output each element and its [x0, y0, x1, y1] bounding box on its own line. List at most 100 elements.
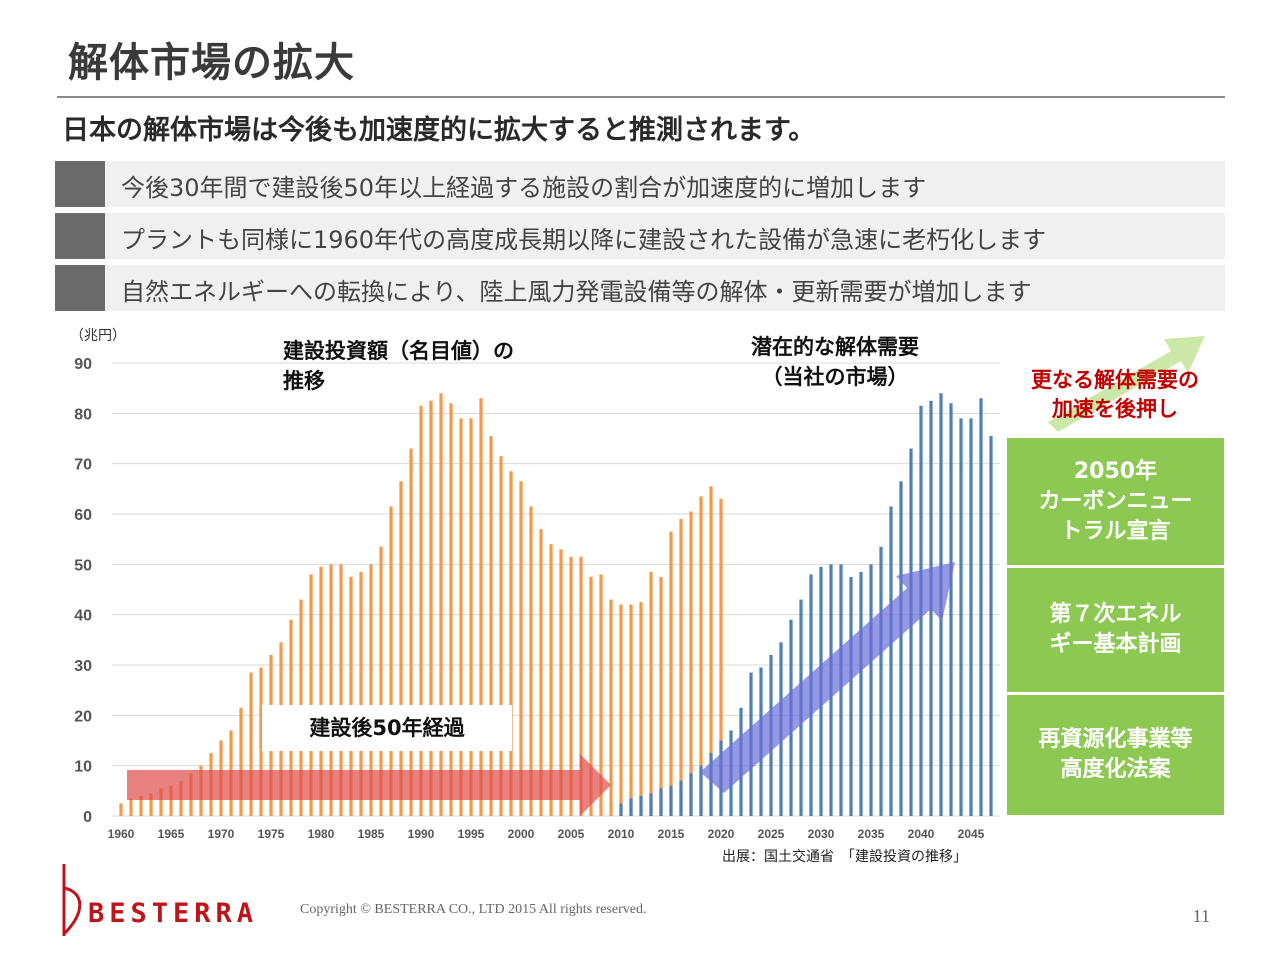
- red-elapsed-arrow: [127, 754, 611, 816]
- investment-bar: [509, 471, 513, 816]
- latent-demand-bar: [709, 753, 713, 816]
- latent-demand-bar: [659, 788, 663, 816]
- investment-bar: [359, 571, 363, 816]
- latent-demand-bar: [629, 798, 633, 816]
- x-tick-label: 1965: [158, 827, 185, 841]
- investment-bar: [449, 403, 453, 816]
- y-tick-label: 50: [74, 557, 92, 574]
- investment-bar: [589, 576, 593, 816]
- y-tick-label: 10: [74, 759, 92, 776]
- x-tick-label: 2030: [808, 827, 835, 841]
- y-tick-label: 70: [74, 457, 92, 474]
- chart-arrows: [127, 336, 1205, 816]
- accel-line2: 加速を後押し: [1052, 397, 1178, 421]
- investment-bar: [309, 574, 313, 816]
- investment-bar: [129, 798, 133, 816]
- bullet-marker: [55, 161, 105, 207]
- bullet-text-3: 自然エネルギーへの転換により、陸上風力発電設備等の解体・更新需要が増加します: [121, 278, 1032, 306]
- latent-demand-bar: [849, 576, 853, 816]
- policy-box-energy-plan: 第７次エネル ギー基本計画: [1007, 568, 1224, 692]
- investment-bar: [349, 576, 353, 816]
- investment-bar: [149, 793, 153, 816]
- x-tick-label: 2005: [558, 827, 585, 841]
- x-tick-label: 2035: [858, 827, 885, 841]
- bullet-row-3: 自然エネルギーへの転換により、陸上風力発電設備等の解体・更新需要が増加します: [55, 265, 1225, 311]
- investment-bar: [439, 393, 443, 816]
- latent-label-line1: 潜在的な解体需要: [751, 335, 919, 359]
- investment-bar: [139, 795, 143, 816]
- investment-bar: [659, 576, 663, 816]
- bullet-text-1: 今後30年間で建設後50年以上経過する施設の割合が加速度的に増加します: [121, 174, 927, 202]
- investment-bar: [629, 604, 633, 816]
- latent-demand-bar: [909, 448, 913, 816]
- latent-demand-bar: [959, 418, 963, 816]
- latent-demand-bar: [859, 571, 863, 816]
- investment-bar: [569, 556, 573, 816]
- latent-demand-bar: [649, 793, 653, 816]
- y-tick-label: 40: [74, 608, 92, 625]
- x-tick-label: 1960: [108, 827, 135, 841]
- x-tick-label: 1995: [458, 827, 485, 841]
- x-tick-label: 2020: [708, 827, 735, 841]
- latent-demand-bar: [689, 773, 693, 816]
- x-tick-label: 1980: [308, 827, 335, 841]
- policy-text-1: 2050年 カーボンニュー トラル宣言: [1038, 458, 1193, 544]
- investment-bar: [459, 418, 463, 816]
- policy-box-carbon-neutral: 2050年 カーボンニュー トラル宣言: [1007, 438, 1224, 565]
- x-tick-label: 1975: [258, 827, 285, 841]
- investment-bar: [579, 556, 583, 816]
- latent-demand-label: 潜在的な解体需要 （当社の市場）: [720, 332, 950, 392]
- bullet-marker: [55, 265, 105, 311]
- investment-bar: [609, 599, 613, 816]
- latent-demand-bar: [669, 785, 673, 816]
- investment-bar: [489, 435, 493, 816]
- bullet-row-2: プラントも同様に1960年代の高度成長期以降に建設された設備が急速に老朽化します: [55, 213, 1225, 259]
- chart-bars: [119, 393, 993, 816]
- x-tick-label: 2045: [958, 827, 985, 841]
- latent-demand-bar: [619, 803, 623, 816]
- investment-bar: [319, 566, 323, 816]
- latent-demand-bar: [969, 418, 973, 816]
- y-tick-label: 30: [74, 658, 92, 675]
- latent-demand-bar: [979, 398, 983, 816]
- latent-demand-bar: [699, 765, 703, 816]
- investment-bar: [669, 531, 673, 816]
- x-tick-label: 2010: [608, 827, 635, 841]
- investment-bar: [679, 519, 683, 816]
- investment-bar: [379, 546, 383, 816]
- x-tick-label: 2000: [508, 827, 535, 841]
- investment-bar: [239, 707, 243, 816]
- investment-label-line2: 推移: [283, 369, 325, 393]
- green-accel-arrow: [1048, 336, 1205, 432]
- y-tick-label: 80: [74, 406, 92, 423]
- latent-demand-bar: [889, 506, 893, 816]
- investment-bar: [159, 788, 163, 816]
- investment-bar: [429, 400, 433, 816]
- besterra-logo: BESTERRA: [88, 898, 259, 929]
- elapsed-50-years-label: 建設後50年経過: [309, 716, 465, 740]
- y-tick-label: 20: [74, 708, 92, 725]
- latent-demand-bar: [679, 780, 683, 816]
- investment-bar: [539, 529, 543, 816]
- investment-bar: [169, 785, 173, 816]
- investment-bar: [399, 481, 403, 816]
- x-tick-label: 2015: [658, 827, 685, 841]
- latent-demand-bar: [839, 564, 843, 816]
- bullet-row-1: 今後30年間で建設後50年以上経過する施設の割合が加速度的に増加します: [55, 161, 1225, 207]
- investment-bar: [699, 496, 703, 816]
- investment-bar: [599, 574, 603, 816]
- chart-gridlines: [112, 362, 1000, 817]
- latent-demand-bar: [949, 403, 953, 816]
- latent-label-line2: （当社の市場）: [761, 365, 909, 389]
- policy-box-recycling-law: 再資源化事業等 高度化法案: [1007, 695, 1224, 815]
- investment-bar: [709, 486, 713, 816]
- investment-bar: [329, 564, 333, 816]
- policy-text-3: 再資源化事業等 高度化法案: [1038, 727, 1193, 782]
- bullet-text-2: プラントも同様に1960年代の高度成長期以降に建設された設備が急速に老朽化します: [121, 226, 1047, 254]
- investment-bar: [119, 803, 123, 816]
- acceleration-callout: 更なる解体需要の 加速を後押し: [1005, 366, 1225, 424]
- x-tick-label: 2040: [908, 827, 935, 841]
- investment-bar: [369, 564, 373, 816]
- investment-bar: [339, 564, 343, 816]
